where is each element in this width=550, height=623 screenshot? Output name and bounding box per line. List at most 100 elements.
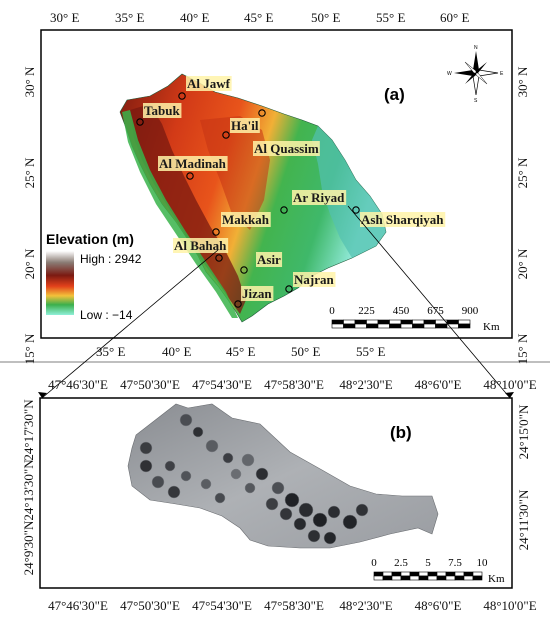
- region-marker: [215, 254, 223, 262]
- panel-b-scalebar-bar: [373, 571, 483, 581]
- center-pivot-field: [298, 502, 314, 518]
- region-label-background: [292, 190, 347, 205]
- longitude-tick-label: 47°58'30"E: [264, 377, 324, 392]
- scalebar-segment: [435, 323, 448, 329]
- region-label-background: [360, 212, 446, 227]
- scalebar-segment: [331, 323, 344, 329]
- scalebar-segment: [427, 571, 438, 577]
- panel-b-scalebar: 0 2.5 5 7.5 10 Km: [371, 557, 505, 585]
- region-marker: [136, 118, 144, 126]
- region-label: Ha'il: [231, 118, 259, 133]
- center-pivot-fields: [139, 413, 369, 545]
- panel-b-bottom-longitude-ticks: 47°46'30"E 47°50'30"E 47°54'30"E 47°58'30"E…: [48, 598, 537, 613]
- longitude-tick-label: 50° E: [311, 10, 340, 25]
- longitude-tick-label: 47°50'30"E: [120, 598, 180, 613]
- scalebar-tick-label: 0: [329, 305, 335, 317]
- scalebar-segment: [391, 571, 402, 577]
- scalebar-segment: [446, 323, 459, 329]
- scalebar-segment: [472, 575, 483, 581]
- scalebar-segment: [400, 575, 411, 581]
- center-pivot-field: [355, 503, 369, 517]
- panel-a-bottom-longitude-ticks: 35° E 40° E 45° E 50° E 55° E: [96, 344, 385, 359]
- scalebar-segment: [382, 575, 393, 581]
- center-pivot-field: [312, 512, 328, 528]
- region-marker: [240, 266, 248, 274]
- scalebar-segment: [366, 323, 379, 329]
- scalebar-segment: [427, 575, 438, 581]
- legend-color-ramp: [46, 251, 74, 315]
- longitude-tick-label: 47°54'30"E: [192, 598, 252, 613]
- scalebar-segment: [377, 323, 390, 329]
- longitude-tick-label: 45° E: [244, 10, 273, 25]
- panel-b: 47°46'30"E 47°50'30"E 47°54'30"E 47°58'30"E…: [21, 377, 537, 613]
- panel-a-left-latitude-ticks: 30° N 25° N 20° N 15° N: [22, 66, 37, 364]
- center-pivot-field: [342, 514, 358, 530]
- scalebar-segment: [446, 319, 459, 325]
- longitude-tick-label: 60° E: [440, 10, 469, 25]
- region-labels: Al Jawf Tabuk Ha'il Al Quassim Al Madinah Ar …: [136, 76, 446, 308]
- longitude-tick-label: 48°2'30"E: [339, 377, 392, 392]
- scalebar-segment: [331, 319, 344, 325]
- latitude-tick-label: 24°13'30"N: [21, 459, 36, 521]
- scalebar-segment: [463, 575, 474, 581]
- zoom-connector-left: [41, 249, 219, 399]
- panel-b-scalebar-unit: Km: [488, 573, 505, 585]
- scalebar-segment: [382, 571, 393, 577]
- latitude-tick-label: 24°17'30"N: [21, 399, 36, 461]
- longitude-tick-label: 30° E: [50, 10, 79, 25]
- coastal-green-strip: [122, 110, 238, 318]
- scalebar-segment: [373, 571, 384, 577]
- center-pivot-field: [192, 426, 204, 438]
- region-marker: [234, 300, 242, 308]
- longitude-tick-label: 40° E: [162, 344, 191, 359]
- region-marker: [178, 92, 186, 100]
- panel-a-label: (a): [384, 85, 405, 104]
- scalebar-segment: [423, 323, 436, 329]
- scalebar-segment: [454, 575, 465, 581]
- center-pivot-field: [151, 475, 165, 489]
- center-pivot-field: [179, 413, 193, 427]
- latitude-tick-label: 24°11'30"N: [516, 489, 531, 550]
- region-label-background: [143, 103, 182, 118]
- scalebar-tick-label: 0: [371, 557, 377, 569]
- panel-a-scalebar: 0 225 450 675 900 Km: [329, 305, 500, 333]
- center-pivot-field: [205, 439, 219, 453]
- south-label: S: [474, 98, 478, 104]
- latitude-tick-label: 25° N: [515, 157, 530, 188]
- region-label: Al Quassim: [254, 141, 319, 156]
- latitude-tick-label: 25° N: [22, 157, 37, 188]
- scalebar-segment: [409, 571, 420, 577]
- scalebar-segment: [377, 319, 390, 325]
- connector-arrowhead-right: [505, 392, 514, 398]
- scalebar-tick-label: 5: [425, 557, 431, 569]
- scalebar-segment: [400, 571, 411, 577]
- center-pivot-field: [139, 441, 153, 455]
- latitude-tick-label: 30° N: [515, 66, 530, 97]
- region-label: Al Jawf: [187, 76, 231, 91]
- scalebar-segment: [458, 319, 471, 325]
- longitude-tick-label: 47°46'30"E: [48, 377, 108, 392]
- center-pivot-field: [293, 517, 307, 531]
- scalebar-segment: [418, 571, 429, 577]
- panel-b-scalebar-ticks: 0 2.5 5 7.5 10: [371, 557, 488, 569]
- scalebar-segment: [463, 571, 474, 577]
- scalebar-segment: [391, 575, 402, 581]
- region-marker: [186, 172, 194, 180]
- latitude-tick-label: 24°9'30"N: [21, 520, 36, 575]
- center-pivot-field: [241, 453, 255, 467]
- panel-a-scalebar-ticks: 0 225 450 675 900: [329, 305, 479, 317]
- scalebar-tick-label: 675: [427, 305, 444, 317]
- region-label-background: [186, 76, 232, 91]
- region-marker: [258, 109, 266, 117]
- region-marker: [212, 228, 220, 236]
- center-pivot-field: [255, 467, 269, 481]
- center-pivot-field: [180, 470, 192, 482]
- longitude-tick-label: 50° E: [291, 344, 320, 359]
- panel-b-right-latitude-ticks: 24°15'0"N 24°11'30"N: [516, 404, 531, 550]
- center-pivot-field: [284, 492, 300, 508]
- scalebar-segment: [400, 323, 413, 329]
- longitude-tick-label: 35° E: [115, 10, 144, 25]
- scalebar-segment: [435, 319, 448, 325]
- panel-a: 30° E 35° E 40° E 45° E 50° E 55° E 60° E 35° …: [22, 10, 530, 364]
